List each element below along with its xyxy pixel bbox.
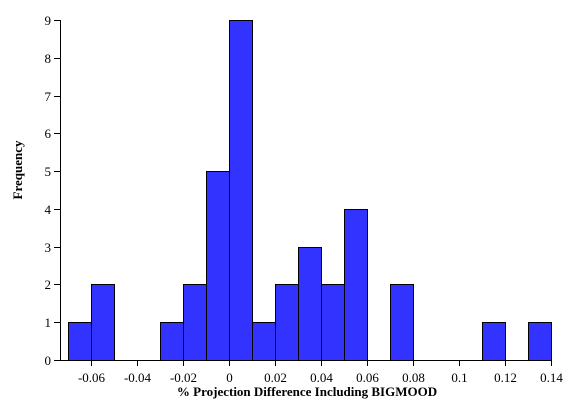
y-tick-label: 6 (45, 126, 52, 141)
x-tick-label: 0.04 (310, 370, 333, 385)
y-tick-label: 9 (45, 13, 52, 28)
histogram-bar (91, 284, 115, 361)
x-tick-label: 0.14 (540, 370, 563, 385)
histogram-bar (344, 209, 368, 361)
histogram-bar (390, 284, 414, 361)
y-tick-label: 2 (45, 277, 52, 292)
histogram-bar (183, 284, 207, 361)
x-tick-label: 0.06 (356, 370, 379, 385)
histogram-bar (298, 247, 322, 361)
axes-layer (60, 20, 552, 361)
y-tick-label: 7 (45, 89, 52, 104)
y-tick-label: 4 (45, 202, 52, 217)
y-tick-label: 8 (45, 51, 52, 66)
x-tick-label: 0 (226, 370, 233, 385)
y-tick-label: 1 (45, 315, 52, 330)
bars-layer (68, 20, 552, 361)
histogram-bar (229, 20, 253, 361)
x-tick-label: 0.1 (451, 370, 467, 385)
x-tick-label: 0.12 (494, 370, 517, 385)
histogram-bar (252, 322, 276, 361)
x-axis-title: % Projection Difference Including BIGMOO… (177, 384, 437, 399)
histogram-bar (160, 322, 184, 361)
x-tick-label: -0.02 (170, 370, 197, 385)
y-axis-ticks: 0 1 2 3 4 5 6 7 8 9 (45, 13, 60, 368)
x-tick-label: -0.06 (78, 370, 106, 385)
histogram-bar (68, 322, 92, 361)
x-tick-label: 0.02 (264, 370, 287, 385)
histogram-bar (528, 322, 552, 361)
x-tick-label: 0.08 (402, 370, 425, 385)
y-tick-label: 0 (45, 353, 52, 368)
y-tick-label: 3 (45, 240, 52, 255)
y-axis-title: Frequency (10, 140, 25, 199)
histogram-bar (321, 284, 345, 361)
y-tick-label: 5 (45, 164, 52, 179)
x-tick-label: -0.04 (124, 370, 152, 385)
histogram-bar (275, 284, 299, 361)
x-axis-ticks: -0.06 -0.04 -0.02 0 0.02 0.04 0.06 0.08 0.1 0.12 0… (78, 360, 563, 385)
histogram-bar (482, 322, 506, 361)
histogram-bar (206, 171, 230, 361)
